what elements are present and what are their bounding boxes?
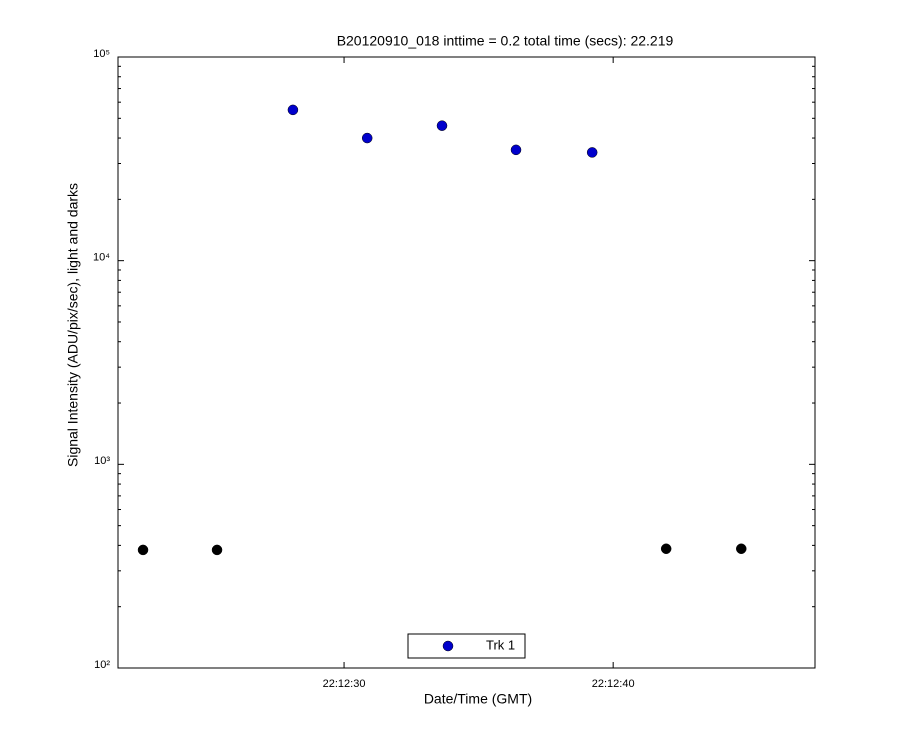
data-point: [361, 132, 373, 144]
data-point: [586, 147, 598, 158]
data-point: [510, 144, 522, 156]
x-axis-label: Date/Time (GMT): [424, 691, 532, 707]
y-tick-label: 10⁴: [93, 252, 110, 264]
data-point: [287, 104, 299, 116]
legend-marker: [442, 640, 454, 652]
chart-title: B20120910_018 inttime = 0.2 total time (…: [337, 33, 674, 49]
data-point: [436, 120, 448, 131]
y-tick-label: 10³: [94, 455, 110, 467]
y-tick-label: 10²: [94, 659, 110, 671]
y-axis-label: Signal Intensity (ADU/pix/sec), light an…: [65, 183, 81, 467]
legend-box: [407, 633, 526, 659]
data-point: [137, 544, 149, 556]
data-point: [211, 544, 223, 556]
legend-label: Trk 1: [486, 637, 515, 652]
x-tick-label: 22:12:30: [323, 678, 366, 690]
axes-frame: [117, 56, 816, 669]
data-point: [736, 543, 747, 555]
y-tick-label: 10⁵: [93, 48, 110, 60]
data-point: [660, 543, 672, 555]
x-tick-label: 22:12:40: [592, 678, 635, 690]
